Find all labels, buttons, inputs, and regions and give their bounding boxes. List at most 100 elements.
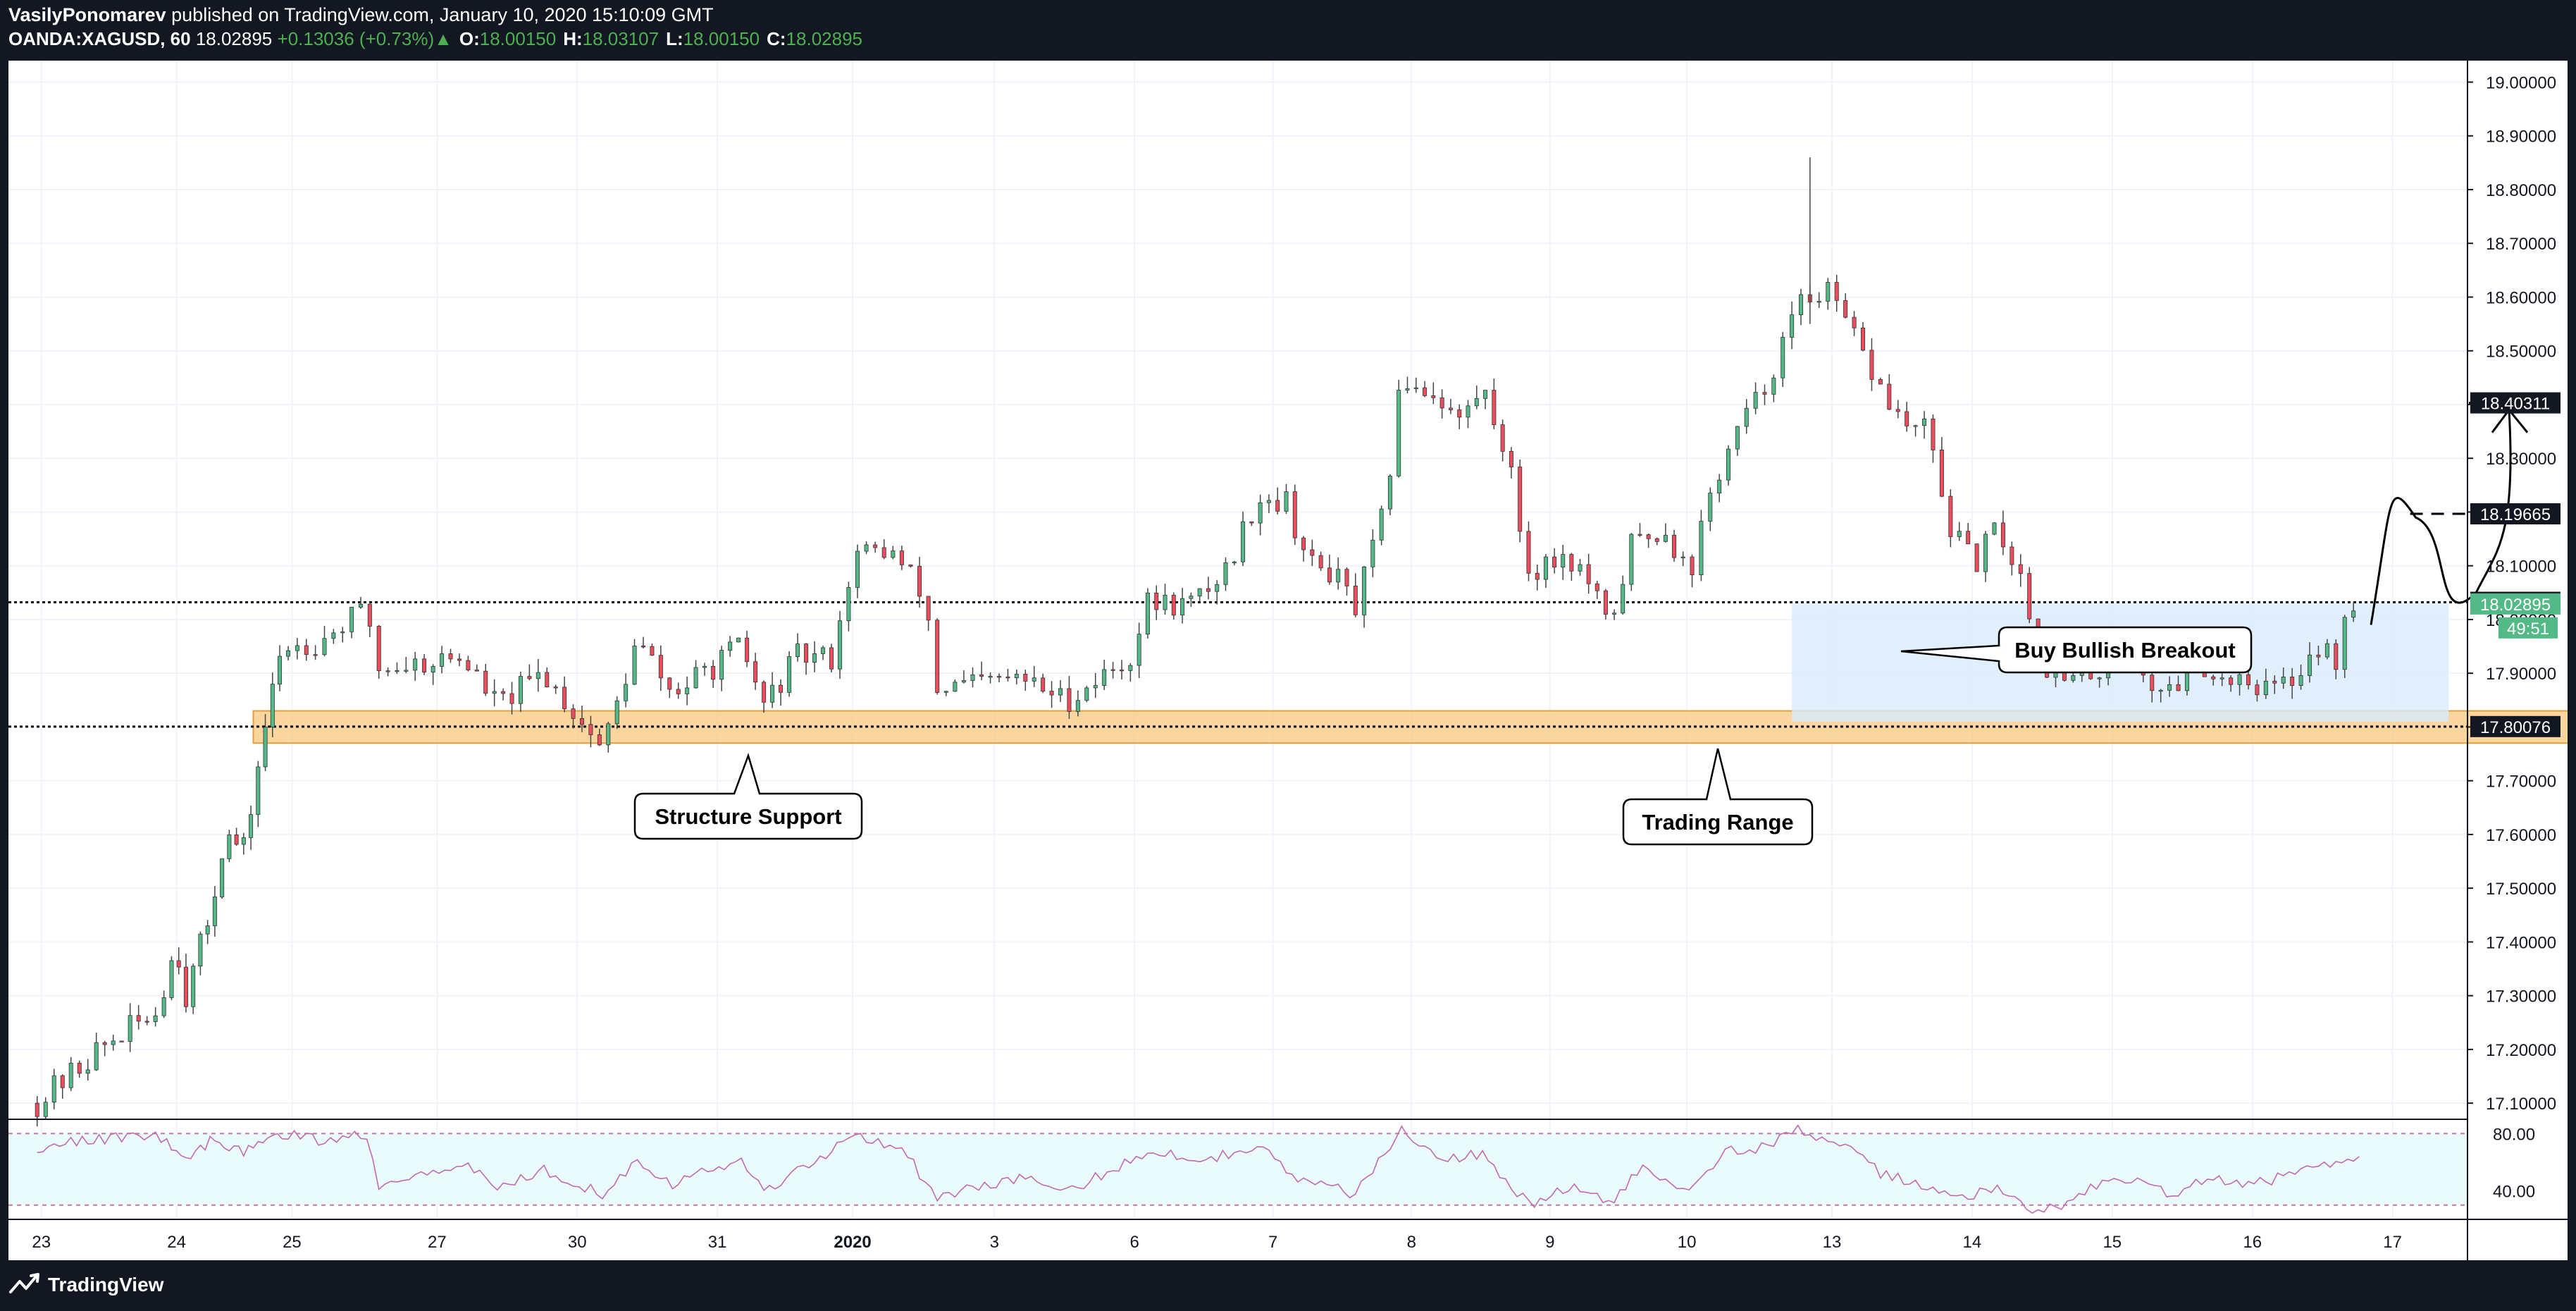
candle-up (2342, 617, 2347, 670)
candle-down (1067, 688, 1072, 712)
rsi-line (37, 1124, 2360, 1214)
breakout-projection-path (2370, 410, 2512, 625)
candle-down (77, 1062, 82, 1074)
candle-down (1535, 572, 1540, 580)
candle-down (1594, 583, 1599, 591)
candle-up (161, 997, 166, 1016)
candle-up (1032, 677, 1036, 682)
y-tick-label: 19.00000 (2486, 73, 2556, 92)
candle-down (2211, 676, 2216, 679)
candle-down (1637, 534, 1642, 536)
candle-down (588, 724, 593, 735)
candle-up (1744, 407, 1749, 427)
candle-down (2272, 680, 2277, 684)
candle-down (908, 564, 913, 567)
countdown-bg (2498, 617, 2558, 639)
candle-up (431, 666, 435, 672)
candle-up (220, 858, 225, 897)
candle-down (2290, 677, 2295, 686)
candle-up (1180, 598, 1185, 616)
y-tick-label: 17.20000 (2486, 1041, 2556, 1060)
candle-up (961, 680, 966, 683)
candle-up (212, 897, 217, 926)
rsi-tick-label: 80.00 (2493, 1125, 2535, 1144)
candle-up (1128, 665, 1133, 671)
candle-up (736, 637, 741, 643)
price-change: +0.13036 (+0.73%) (277, 28, 435, 49)
candle-down (2246, 674, 2250, 686)
tradingview-brand[interactable]: TradingView (48, 1274, 164, 1295)
symbol-ohlc-line: OANDA:XAGUSD, 60 18.02895 +0.13036 (+0.7… (8, 28, 862, 50)
candle-up (2237, 674, 2242, 685)
y-tick-label: 18.70000 (2486, 235, 2556, 254)
candle-down (457, 658, 462, 661)
candle-down (1654, 538, 1659, 542)
candle-up (286, 650, 291, 657)
candle-up (85, 1069, 90, 1074)
price-label-17.80076: 17.80076 (2480, 718, 2551, 737)
candle-down (2229, 677, 2234, 685)
candle-down (422, 658, 427, 672)
chart-footer: TradingView (0, 1260, 2576, 1311)
price-label-bg (2470, 503, 2560, 525)
close-label: C: (767, 28, 786, 49)
candle-down (926, 596, 931, 621)
tradingview-logo-icon[interactable] (8, 1270, 44, 1301)
candle-up (1163, 594, 1168, 610)
countdown-label: 49:51 (2507, 620, 2549, 639)
candle-up (693, 667, 698, 689)
candle-down (385, 670, 390, 672)
high-label: H: (563, 28, 583, 49)
author-name[interactable]: VasilyPonomarev (8, 4, 166, 25)
candle-up (128, 1015, 132, 1042)
candle-up (1771, 377, 1776, 395)
trading-range-callout-box (1622, 748, 1814, 846)
candle-down (1023, 674, 1028, 682)
candle-up (2281, 677, 2286, 684)
y-tick-label: 17.50000 (2486, 880, 2556, 899)
candle-up (1241, 521, 1246, 562)
candle-down (376, 626, 381, 672)
chart-area[interactable]: Structure Support Trading Range Buy Bullis… (8, 61, 2568, 1260)
trading-range-callout-text: Trading Range (1642, 810, 1793, 835)
candle-up (1798, 294, 1803, 315)
rsi-background (8, 1133, 2467, 1206)
candle-down (136, 1015, 141, 1022)
price-chart[interactable]: Structure Support Trading Range Buy Bullis… (8, 61, 2568, 1260)
open-value: 18.00150 (479, 28, 557, 49)
candle-down (1310, 549, 1315, 556)
candle-up (2351, 610, 2356, 618)
candle-up (331, 632, 336, 639)
candle-down (1569, 554, 1574, 572)
candle-up (1215, 584, 1220, 592)
price-label-bg (2470, 715, 2560, 737)
zones (252, 603, 2568, 744)
candle-up (1379, 508, 1384, 541)
y-tick-label: 18.50000 (2486, 343, 2556, 362)
candle-down (1353, 585, 1358, 615)
candle-down (873, 544, 878, 548)
candle-down (1457, 410, 1462, 418)
candle-down (676, 689, 681, 694)
candle-up (191, 966, 196, 1007)
candle-up (1992, 522, 1997, 535)
candle-up (953, 682, 958, 692)
x-tick-label: 2020 (834, 1233, 871, 1252)
candle-up (1816, 301, 1821, 303)
last-price: 18.02895 (195, 28, 273, 49)
candle-up (1717, 479, 1722, 493)
publication-date: published on TradingView.com, January 10… (171, 4, 714, 25)
candle-down (2334, 643, 2339, 670)
candle-down (1318, 555, 1323, 569)
candle-down (1834, 282, 1839, 301)
symbol-name[interactable]: OANDA:XAGUSD, 60 (8, 28, 191, 49)
candle-up (1680, 556, 1685, 558)
candle-up (864, 544, 869, 552)
candle-up (358, 603, 363, 608)
y-tick-label: 17.60000 (2486, 826, 2556, 845)
candle-up (846, 587, 851, 622)
x-tick-label: 17 (2383, 1233, 2402, 1252)
candle-up (492, 691, 497, 694)
candle-up (169, 960, 174, 998)
candle-down (935, 620, 940, 693)
